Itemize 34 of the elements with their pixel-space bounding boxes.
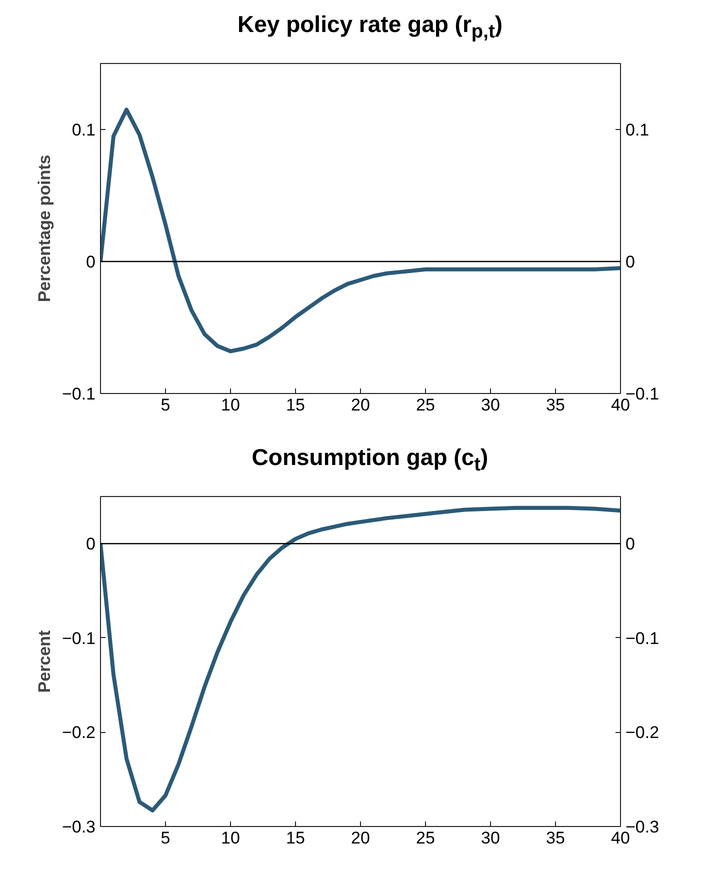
x-tick-label: 25 — [416, 396, 435, 414]
y-axis-title: Percent — [34, 630, 54, 693]
x-tick-label: 40 — [611, 396, 630, 414]
x-tick-label: 5 — [160, 828, 170, 848]
x-tick-label: 10 — [221, 828, 240, 848]
y-axis-title: Percentage points — [34, 154, 54, 302]
line-series — [100, 108, 620, 354]
y2-tick-label: −0.1 — [626, 628, 660, 648]
y-tick-label: 0.1 — [72, 120, 96, 140]
chart-title: Key policy rate gap (r$_{p,t}$) — [236, 10, 504, 45]
y-tick-label: −0.3 — [62, 818, 96, 836]
y-tick-label: 0 — [86, 534, 96, 554]
y2-tick-label: 0.1 — [626, 120, 650, 140]
y2-tick-label: 0 — [626, 534, 635, 554]
x-tick-label: 35 — [546, 396, 565, 414]
y-tick-label: −0.1 — [62, 384, 96, 404]
x-tick-label: 10 — [221, 396, 240, 414]
x-tick-label: 5 — [160, 396, 170, 414]
x-tick-label: 15 — [286, 396, 305, 414]
chart-title: Consumption gap (c$_{t}$) — [250, 443, 490, 478]
x-tick-label: 15 — [286, 828, 305, 848]
y2-tick-label: −0.2 — [626, 723, 660, 742]
y2-tick-label: 0 — [626, 252, 635, 272]
x-tick-label: 30 — [481, 396, 500, 414]
y-tick-label: −0.2 — [62, 723, 96, 742]
x-tick-label: 40 — [611, 828, 630, 848]
y-tick-label: −0.1 — [62, 628, 96, 648]
x-tick-label: 20 — [351, 396, 370, 414]
x-tick-label: 30 — [481, 828, 500, 848]
x-tick-label: 20 — [351, 828, 370, 848]
x-tick-label: 25 — [416, 828, 435, 848]
x-tick-label: 35 — [546, 828, 565, 848]
y-tick-label: 0 — [86, 252, 96, 272]
line-series — [100, 506, 620, 812]
